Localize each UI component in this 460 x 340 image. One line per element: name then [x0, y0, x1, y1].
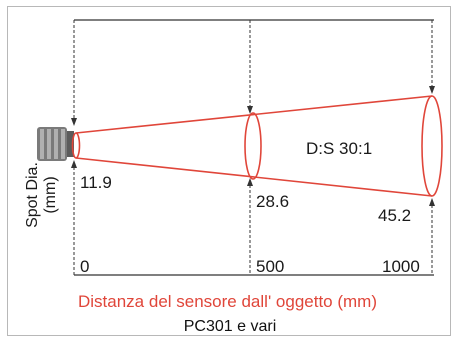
spot-value-500: 28.6 [256, 192, 290, 211]
arrow-up-1000 [429, 198, 435, 206]
arrow-up-500 [247, 178, 253, 186]
distance-tick-0: 0 [80, 257, 90, 276]
distance-tick-500: 500 [256, 257, 285, 276]
diagram-frame [7, 6, 451, 336]
distance-tick-1000: 1000 [382, 257, 420, 276]
ratio-label: D:S 30:1 [306, 139, 373, 158]
arrow-down-0 [71, 118, 77, 126]
model-caption: PC301 e vari [183, 318, 277, 335]
arrow-up-0 [71, 160, 77, 168]
spot-diameter-axis-label: Spot Dia. (mm) [24, 150, 60, 240]
beam-cone [71, 95, 443, 197]
spot-value-1000: 45.2 [378, 206, 412, 225]
distance-axis-title: Distanza del sensore dall' oggetto (mm) [78, 292, 377, 311]
spot-label-line2: (mm) [42, 176, 59, 214]
spot-label-line1: Spot Dia. [24, 162, 41, 228]
arrow-down-1000 [429, 86, 435, 94]
spot-value-0: 11.9 [80, 173, 112, 192]
arrow-down-500 [247, 106, 253, 114]
sensor-icon [37, 127, 74, 161]
